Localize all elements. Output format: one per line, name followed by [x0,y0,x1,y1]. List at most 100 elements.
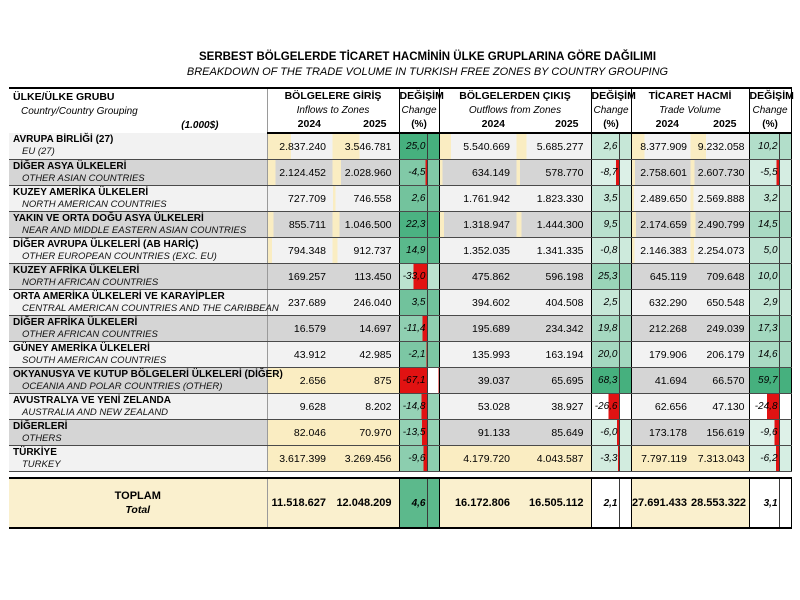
table-row: OKYANUSYA VE KUTUP BÖLGELERİ ÜLKELERİ (D… [9,367,792,394]
inflows-2025-cell: 3.546.781 [333,133,399,160]
outflows-change-cell: -0,8 [590,237,632,264]
country-name-tr: KUZEY AFRİKA ÜLKELERİ [13,264,140,276]
report-title-block: SERBEST BÖLGELERDE TİCARET HACMİNİN ÜLKE… [0,50,800,79]
country-name-cell: DİĞER AVRUPA ÜLKELERİ (AB HARİÇ) OTHER EU… [9,237,268,264]
outflows-2024-cell: 91.133 [439,419,517,446]
volume-2025-header: 2025 [691,117,750,134]
inflows-change-cell: -13,5 [398,419,440,446]
outflows-2024-cell: 1.318.947 [439,211,517,238]
inflows-2024-cell: 2.837.240 [267,133,333,160]
volume-change-cell: 3,2 [748,185,792,212]
inflows-change-cell: 25,0 [398,133,440,160]
spacer-row [9,471,792,478]
country-name-en: NORTH AFRICAN COUNTRIES [22,276,159,288]
page-subtitle: BREAKDOWN OF THE TRADE VOLUME IN TURKISH… [186,66,669,78]
volume-2024-cell: 632.290 [631,289,691,316]
inflows-2024-cell: 2.124.452 [267,159,333,186]
volume-pct-header: (%) [748,117,792,134]
volume-2025-cell: 206.179 [691,341,750,368]
volume-2025-cell: 650.548 [691,289,750,316]
volume-2025-cell: 709.648 [691,263,750,290]
outflows-2025-cell: 4.043.587 [517,445,591,472]
country-name-tr: DİĞERLERİ [13,420,68,432]
volume-2024-cell: 41.694 [631,367,691,394]
inflows-2025-cell: 912.737 [333,237,399,264]
volume-change-cell: -24,8 [748,393,792,420]
unit-label: (1.000$) [181,120,219,131]
volume-2025-cell: 2.569.888 [691,185,750,212]
country-header-cell: ÜLKE/ÜLKE GRUBU Country/Country Grouping… [9,88,268,133]
inflows-2024-cell: 727.709 [267,185,333,212]
total-outflows-2025-cell: 16.505.112 [517,477,591,529]
outflows-2024-cell: 39.037 [439,367,517,394]
table-row: DİĞER AVRUPA ÜLKELERİ (AB HARİÇ) OTHER EU… [9,237,792,264]
outflows-2025-cell: 1.823.330 [517,185,591,212]
country-name-cell: KUZEY AMERİKA ÜLKELERİ NORTH AMERICAN COU… [9,185,268,212]
outflows-group-header: BÖLGELERDEN ÇIKIŞ [439,88,591,104]
country-name-en: OTHER ASIAN COUNTRIES [22,172,145,184]
volume-2025-cell: 2.607.730 [691,159,750,186]
total-volume-2025-cell: 28.553.322 [691,477,750,529]
inflows-change-subheader: Change [398,104,440,117]
country-name-cell: ORTA AMERİKA ÜLKELERİ VE KARAYİPLER CENTR… [9,289,279,316]
outflows-2025-cell: 163.194 [517,341,591,368]
volume-2025-cell: 66.570 [691,367,750,394]
inflows-2024-header: 2024 [267,117,333,134]
country-name-cell: DİĞER ASYA ÜLKELERİ OTHER ASIAN COUNTRIES [9,159,268,186]
outflows-2025-cell: 38.927 [517,393,591,420]
inflows-pct-header: (%) [398,117,440,134]
inflows-change-cell: -2,1 [398,341,440,368]
table-row: GÜNEY AMERİKA ÜLKELERİ SOUTH AMERICAN COU… [9,341,792,368]
total-inflows-2025-cell: 12.048.209 [333,477,399,529]
inflows-2025-header: 2025 [333,117,399,134]
country-name-tr: YAKIN VE ORTA DOĞU ASYA ÜLKELERİ [13,212,204,224]
volume-2024-cell: 62.656 [631,393,691,420]
header-row-english: Inflows to Zones Change Outflows from Zo… [9,104,792,117]
inflows-2025-cell: 14.697 [333,315,399,342]
country-name-en: OTHERS [22,432,62,444]
inflows-2024-cell: 16.579 [267,315,333,342]
volume-2025-cell: 249.039 [691,315,750,342]
total-volume-2024-cell: 27.691.433 [631,477,691,529]
volume-2025-cell: 9.232.058 [691,133,750,160]
outflows-change-cell: 3,5 [590,185,632,212]
table-row: TÜRKİYE TURKEY 3.617.399 3.269.456 -9,6 4… [9,445,792,472]
country-name-en: OTHER EUROPEAN COUNTRIES (EXC. EU) [22,250,217,262]
outflows-change-cell: -26,6 [590,393,632,420]
inflows-2025-cell: 42.985 [333,341,399,368]
country-name-en: NORTH AMERICAN COUNTRIES [22,198,167,210]
outflows-2025-cell: 596.198 [517,263,591,290]
volume-change-cell: -5,5 [748,159,792,186]
table-row: ORTA AMERİKA ÜLKELERİ VE KARAYİPLER CENTR… [9,289,792,316]
table-row: YAKIN VE ORTA DOĞU ASYA ÜLKELERİ NEAR AND… [9,211,792,238]
inflows-change-header: DEĞİŞİM [398,88,444,104]
outflows-2024-header: 2024 [439,117,517,134]
country-name-en: SOUTH AMERICAN COUNTRIES [22,354,167,366]
inflows-2025-cell: 746.558 [333,185,399,212]
outflows-2025-cell: 404.508 [517,289,591,316]
outflows-change-cell: 19,8 [590,315,632,342]
page-title: SERBEST BÖLGELERDE TİCARET HACMİNİN ÜLKE… [198,51,657,63]
volume-2024-header: 2024 [631,117,691,134]
outflows-2024-cell: 394.602 [439,289,517,316]
volume-change-cell: 10,2 [748,133,792,160]
volume-change-header: DEĞİŞİM [748,88,794,104]
volume-change-cell: 59,7 [748,367,792,394]
outflows-change-cell: 68,3 [590,367,632,394]
outflows-change-header: DEĞİŞİM [590,88,636,104]
country-name-tr: DİĞER AVRUPA ÜLKELERİ (AB HARİÇ) [13,238,199,250]
header-row-groups: ÜLKE/ÜLKE GRUBU Country/Country Grouping… [9,88,794,133]
total-inflows-change-cell: 4,6 [398,477,440,529]
country-name-tr: ORTA AMERİKA ÜLKELERİ VE KARAYİPLER [13,290,225,302]
outflows-2024-cell: 475.862 [439,263,517,290]
outflows-2024-cell: 1.761.942 [439,185,517,212]
outflows-change-cell: -3,3 [590,445,632,472]
country-name-cell: TÜRKİYE TURKEY [9,445,268,472]
country-name-cell: AVUSTRALYA VE YENİ ZELANDA AUSTRALIA AND … [9,393,268,420]
inflows-2025-cell: 246.040 [333,289,399,316]
volume-change-subheader: Change [748,104,792,117]
country-name-en: NEAR AND MIDDLE EASTERN ASIAN COUNTRIES [22,224,247,236]
volume-2024-cell: 2.758.601 [631,159,691,186]
country-name-tr: GÜNEY AMERİKA ÜLKELERİ [13,342,150,354]
country-name-cell: AVRUPA BİRLİĞİ (27) EU (27) [9,133,268,160]
